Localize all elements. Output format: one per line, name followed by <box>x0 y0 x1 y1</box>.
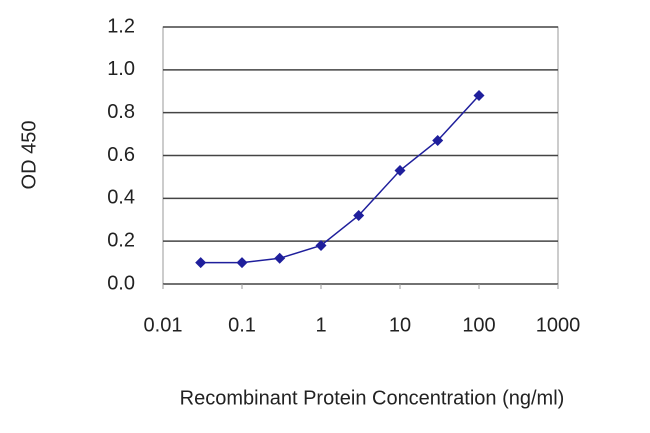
x-tick-label: 100 <box>462 314 495 336</box>
y-axis-label: OD 450 <box>18 121 40 190</box>
y-tick-label: 1.2 <box>107 15 135 37</box>
y-tick-label: 0.6 <box>107 144 135 166</box>
marker <box>236 257 248 269</box>
x-tick-label: 1 <box>315 314 326 336</box>
marker <box>432 135 444 147</box>
marker <box>274 252 286 264</box>
x-tick-label: 10 <box>389 314 411 336</box>
y-tick-label: 0.4 <box>107 187 135 209</box>
x-tick-label: 0.01 <box>144 314 183 336</box>
x-tick-label: 0.1 <box>228 314 256 336</box>
marker <box>394 164 406 176</box>
x-axis-label: Recombinant Protein Concentration (ng/ml… <box>180 387 565 409</box>
marker <box>315 239 327 251</box>
x-tick-label: 1000 <box>536 314 581 336</box>
marker <box>473 90 485 102</box>
y-tick-label: 1.0 <box>107 58 135 80</box>
marker <box>195 257 207 269</box>
y-tick-label: 0.8 <box>107 101 135 123</box>
y-tick-label: 0.2 <box>107 229 135 251</box>
y-tick-label: 0.0 <box>107 272 135 294</box>
marker <box>353 209 365 221</box>
line <box>200 95 480 264</box>
